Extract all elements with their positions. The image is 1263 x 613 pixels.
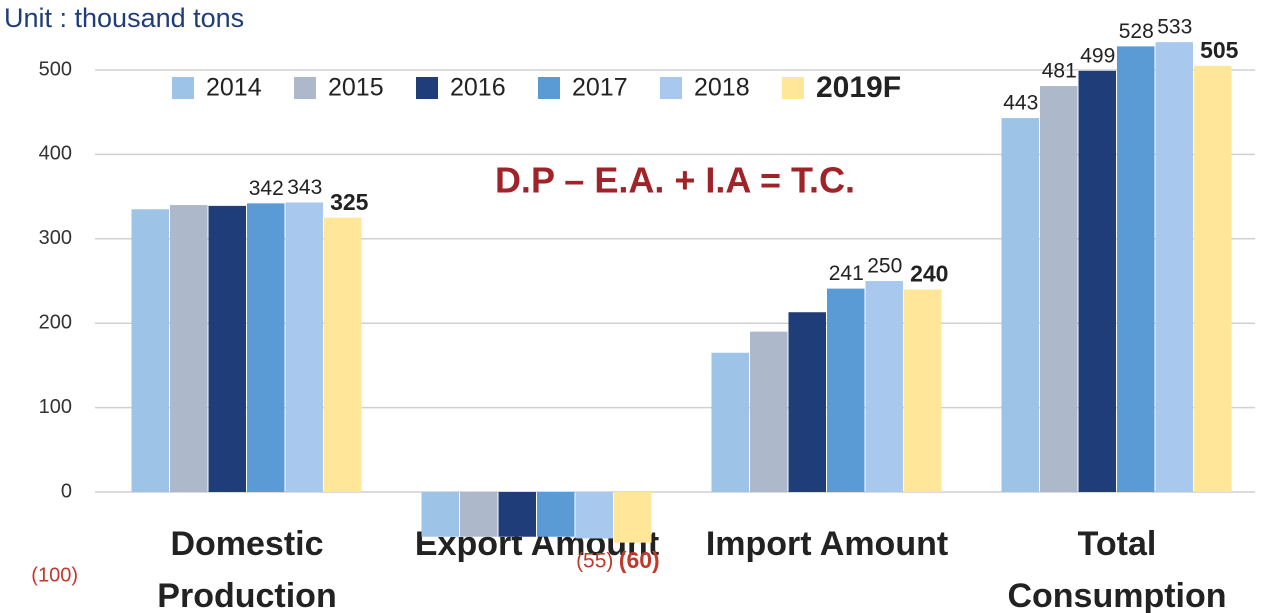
bar	[170, 205, 208, 493]
data-label: 533	[1157, 16, 1192, 39]
data-label: 241	[829, 262, 864, 285]
bar	[711, 352, 749, 492]
bar	[1117, 46, 1155, 492]
legend-swatch	[660, 77, 682, 99]
x-tick-label: Consumption	[1007, 577, 1226, 613]
bar	[1078, 70, 1116, 493]
data-label: (60)	[619, 547, 660, 573]
legend-swatch	[538, 77, 560, 99]
bar	[421, 492, 459, 537]
bar	[1194, 65, 1232, 492]
legend-swatch	[782, 77, 804, 99]
unit-label: Unit : thousand tons	[4, 3, 244, 33]
x-tick-label: Production	[157, 577, 336, 613]
bar	[750, 331, 788, 492]
data-label: 528	[1119, 20, 1154, 43]
legend-swatch	[172, 77, 194, 99]
bar	[537, 492, 575, 537]
legend-label: 2016	[450, 74, 506, 102]
x-tick-label: Import Amount	[706, 525, 948, 563]
legend-label: 2019F	[816, 71, 901, 104]
bar	[1155, 42, 1193, 492]
data-label: 499	[1080, 44, 1115, 67]
legend-label: 2014	[206, 74, 262, 102]
bar	[324, 217, 362, 492]
y-tick-label: (100)	[31, 565, 78, 587]
bar	[1040, 86, 1078, 492]
legend-label: 2015	[328, 74, 384, 102]
bar	[131, 209, 169, 492]
y-tick-label: 400	[39, 143, 72, 165]
data-label: 505	[1200, 37, 1239, 63]
bar	[460, 492, 498, 537]
y-tick-label: 100	[39, 396, 72, 418]
y-tick-label: 300	[39, 227, 72, 249]
x-tick-label: Domestic	[170, 525, 323, 563]
data-label: 240	[910, 261, 948, 287]
bar	[904, 289, 942, 492]
bar	[575, 492, 613, 539]
formula: D.P – E.A. + I.A = T.C.	[495, 160, 855, 201]
bar	[285, 202, 323, 492]
bar	[1001, 118, 1039, 492]
data-label: 443	[1003, 92, 1038, 115]
x-tick-label: Total	[1078, 525, 1157, 563]
bar	[208, 205, 246, 492]
bar	[827, 288, 865, 492]
y-tick-label: 200	[39, 311, 72, 333]
bar	[498, 492, 536, 537]
legend-swatch	[416, 77, 438, 99]
data-label: (55)	[576, 550, 613, 573]
legend-label: 2018	[694, 74, 750, 102]
bar	[865, 281, 903, 492]
legend-label: 2017	[572, 74, 628, 102]
bar	[247, 203, 285, 493]
legend-swatch	[294, 77, 316, 99]
y-tick-label: 500	[39, 58, 72, 80]
data-label: 481	[1042, 60, 1077, 83]
data-label: 343	[287, 176, 322, 199]
data-label: 250	[867, 255, 902, 278]
data-label: 342	[249, 177, 284, 200]
y-tick-label: 0	[61, 480, 72, 502]
bar	[614, 492, 652, 543]
data-label: 325	[330, 189, 369, 215]
bar	[788, 312, 826, 492]
